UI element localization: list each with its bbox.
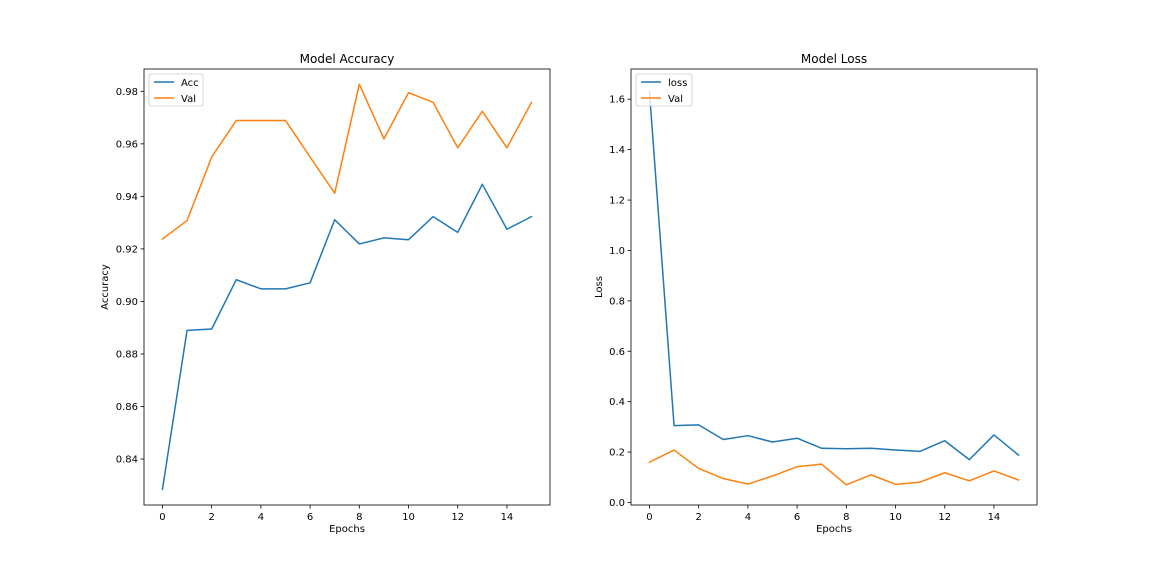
plot-frame [143,68,551,506]
y-tick-label: 0.88 [116,349,138,360]
y-tick-label: 0.90 [116,297,138,308]
chart-title: Model Accuracy [300,52,395,66]
x-tick-label: 14 [988,512,1001,523]
legend-label-series-2: Val [668,94,683,105]
y-tick-label: 0.94 [116,192,138,203]
loss-chart: Model Loss Epochs Loss 0 2 4 6 8 10 12 14 0.0 0.2… [594,52,1038,535]
x-tick-label: 8 [843,512,849,523]
y-tick-label: 0.86 [116,402,138,413]
series-line-1 [648,90,1020,461]
y-tick-label: 0.84 [116,455,138,466]
x-tick-label: 2 [208,512,214,523]
x-tick-label: 12 [451,512,464,523]
x-tick-label: 2 [695,512,701,523]
y-tick-label: 0.4 [609,397,625,408]
y-tick-label: 1.2 [609,196,625,207]
x-tick-label: 0 [159,512,165,523]
y-tick-label: 0.0 [609,498,625,509]
legend: loss Val [635,73,693,107]
x-tick-label: 4 [745,512,751,523]
series-line-1 [161,183,533,491]
x-tick-label: 8 [356,512,362,523]
x-tick-label: 6 [794,512,800,523]
x-tick-label: 14 [501,512,514,523]
plot-lines [161,83,533,491]
y-tick-label: 1.6 [609,95,625,106]
x-axis-label: Epochs [816,524,852,535]
axis-ticks: 0 2 4 6 8 10 12 14 0.84 0.86 0.88 0.90 0.92 0.94 0.96 0… [116,87,514,523]
series-line-2 [161,83,533,240]
y-tick-label: 0.2 [609,448,625,459]
y-tick-label: 0.8 [609,296,625,307]
y-tick-label: 0.96 [116,139,138,150]
y-tick-label: 1.4 [609,145,625,156]
series-line-2 [648,449,1020,486]
x-tick-label: 12 [938,512,951,523]
legend-label-series-1: Acc [181,78,199,89]
x-tick-label: 10 [402,512,415,523]
legend-label-series-2: Val [181,94,196,105]
plot-frame [630,68,1038,506]
chart-title: Model Loss [801,52,867,66]
x-tick-label: 10 [889,512,902,523]
x-tick-label: 4 [258,512,264,523]
y-axis-label: Loss [594,276,605,298]
axis-ticks: 0 2 4 6 8 10 12 14 0.0 0.2 0.4 0.6 0.8 1.0 1.2 1.4 1.6 [609,95,1000,523]
y-tick-label: 0.98 [116,87,138,98]
x-tick-label: 0 [646,512,652,523]
legend-label-series-1: loss [668,78,687,89]
x-tick-label: 6 [307,512,313,523]
legend: Acc Val [148,73,204,107]
y-tick-label: 0.92 [116,244,138,255]
y-tick-label: 0.6 [609,347,625,358]
y-axis-label: Accuracy [100,264,111,310]
y-tick-label: 1.0 [609,246,625,257]
plot-lines [648,90,1020,486]
accuracy-chart: Model Accuracy Epochs Accuracy 0 2 4 6 8 10 12… [100,52,551,535]
x-axis-label: Epochs [329,524,365,535]
